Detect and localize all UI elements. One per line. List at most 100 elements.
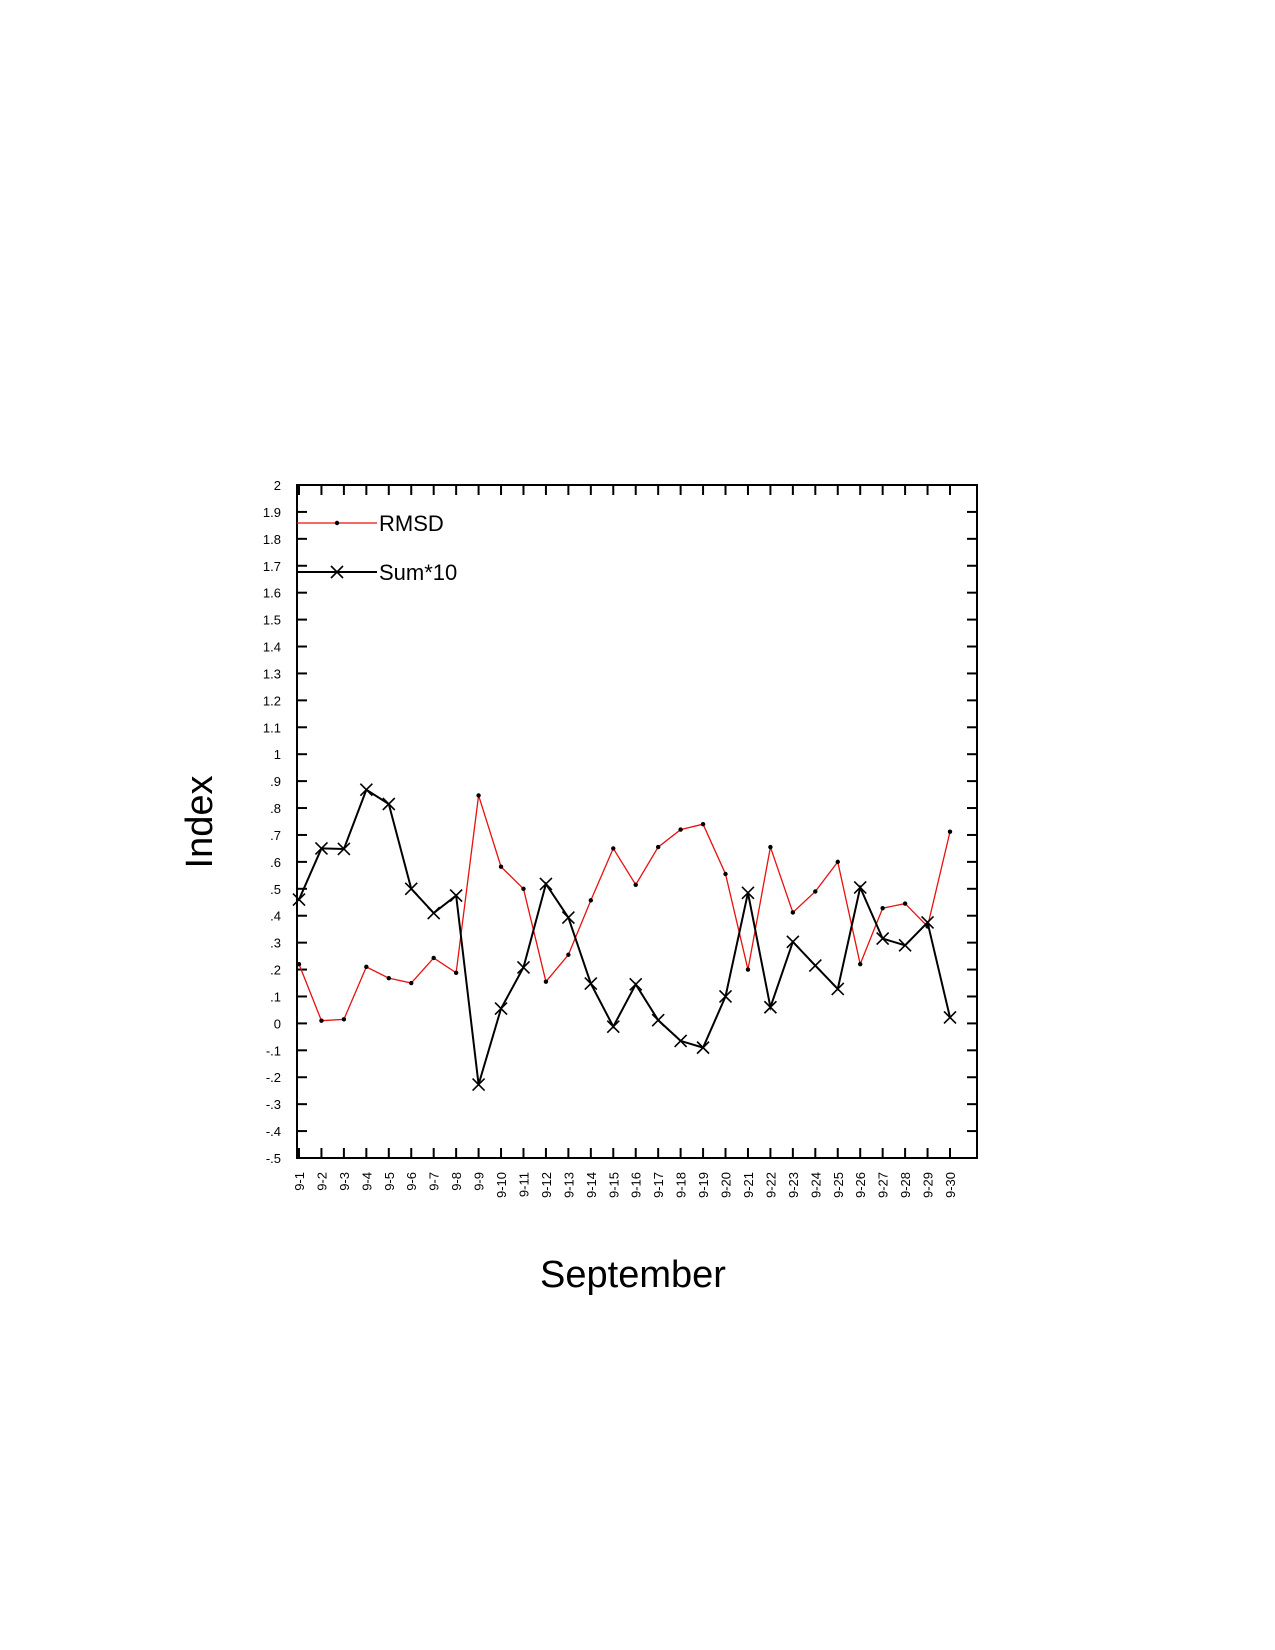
x-tick-label: 9-18 (674, 1172, 689, 1198)
x-tick-label: 9-12 (539, 1172, 554, 1198)
data-point (359, 783, 373, 797)
data-point (813, 889, 818, 894)
legend: RMSD Sum*10 (297, 511, 457, 585)
series-layer (292, 783, 957, 1092)
data-point (655, 844, 661, 850)
plot-frame (296, 484, 978, 1159)
y-axis: -.5 -.4 -.3 -.2 -.1 0 .1 .2 .3 .4 .5 .6 .7 .8 .9 1 1.1 1.… (263, 478, 977, 1166)
data-point (516, 960, 531, 974)
x-tick-label: 9-3 (337, 1172, 352, 1191)
y-tick-label: 1 (274, 747, 281, 762)
data-point (319, 1018, 324, 1023)
y-tick-label: 1.9 (263, 505, 281, 520)
x-tick-label: 9-23 (786, 1172, 801, 1198)
data-point (543, 979, 549, 984)
series-line (298, 795, 951, 1022)
data-point (808, 958, 822, 973)
x-tick-label: 9-8 (449, 1172, 464, 1191)
data-point (947, 829, 953, 834)
x-tick-label: 9-29 (921, 1172, 936, 1198)
data-point (431, 955, 436, 961)
data-point (539, 877, 553, 891)
y-tick-label: 0 (274, 1016, 281, 1031)
data-point (476, 793, 481, 798)
data-point (314, 841, 329, 855)
data-point (611, 846, 616, 851)
data-point (453, 970, 459, 975)
x-tick-label: 9-30 (943, 1172, 958, 1198)
x-tick-label: 9-21 (741, 1172, 756, 1198)
data-point (920, 915, 935, 930)
data-point (427, 906, 441, 920)
x-tick-label: 9-9 (472, 1172, 487, 1191)
data-point (521, 886, 526, 891)
x-tick-label: 9-10 (494, 1172, 509, 1198)
x-tick-label: 9-24 (808, 1172, 823, 1198)
y-tick-label: 1.5 (263, 613, 281, 628)
y-tick-label: -.2 (266, 1070, 281, 1085)
y-tick-label: 1.8 (263, 532, 281, 547)
data-point (629, 977, 643, 991)
data-point (831, 982, 845, 996)
data-point (723, 871, 728, 877)
x-tick-label: 9-20 (719, 1172, 734, 1198)
data-point (790, 910, 796, 915)
data-point (337, 842, 351, 856)
data-point (449, 888, 463, 903)
data-point (633, 882, 638, 887)
series-line (298, 788, 951, 1085)
x-axis: 9-1 9-2 9-3 9-4 9-5 9-6 9-7 9-8 9-9 9-10 9-11 9-12 9… (292, 485, 958, 1198)
y-tick-label: -.5 (266, 1151, 281, 1166)
x-tick-label: 9-16 (629, 1172, 644, 1198)
x-tick-label: 9-27 (876, 1172, 891, 1198)
x-tick-label: 9-6 (404, 1172, 419, 1191)
data-point (674, 1034, 688, 1048)
series-sum-10 (292, 783, 957, 1092)
y-tick-label: .1 (270, 989, 281, 1004)
y-tick-label: .8 (270, 801, 281, 816)
legend-label: Sum*10 (379, 560, 457, 585)
data-point (763, 1000, 777, 1014)
data-point (498, 864, 504, 869)
data-point (382, 797, 396, 811)
y-tick-label: 1.6 (263, 586, 281, 601)
data-point (364, 964, 369, 970)
data-point (494, 1002, 508, 1016)
legend-marker (330, 565, 344, 579)
data-point (386, 975, 391, 981)
x-tick-label: 9-22 (763, 1172, 778, 1198)
x-tick-label: 9-5 (382, 1172, 397, 1191)
x-tick-label: 9-2 (314, 1172, 329, 1191)
y-axis-title: Index (179, 776, 221, 869)
y-tick-label: .5 (270, 882, 281, 897)
x-tick-label: 9-4 (359, 1172, 374, 1191)
data-point (341, 1017, 347, 1022)
x-tick-label: 9-25 (831, 1172, 846, 1198)
data-point (745, 967, 751, 972)
y-tick-label: .3 (270, 936, 281, 951)
data-point (943, 1010, 957, 1025)
data-point (902, 901, 908, 906)
legend-marker (334, 520, 340, 526)
y-tick-label: .2 (270, 963, 281, 978)
x-tick-label: 9-19 (696, 1172, 711, 1198)
x-tick-label: 9-7 (427, 1172, 442, 1191)
data-point (472, 1077, 486, 1092)
data-point (700, 821, 706, 827)
data-point (858, 961, 863, 967)
y-tick-label: .6 (270, 855, 281, 870)
x-tick-label: 9-15 (606, 1172, 621, 1198)
y-tick-label: 1.4 (263, 640, 281, 655)
y-tick-label: -.4 (266, 1124, 281, 1139)
x-tick-label: 9-28 (898, 1172, 913, 1198)
x-tick-label: 9-13 (561, 1172, 576, 1198)
y-tick-label: 1.3 (263, 666, 281, 681)
y-tick-label: .9 (270, 774, 281, 789)
data-point (409, 980, 414, 986)
data-point (561, 911, 575, 925)
x-tick-label: 9-26 (853, 1172, 868, 1198)
data-point (853, 880, 867, 895)
y-tick-label: .4 (270, 909, 281, 924)
y-tick-label: .7 (270, 828, 281, 843)
